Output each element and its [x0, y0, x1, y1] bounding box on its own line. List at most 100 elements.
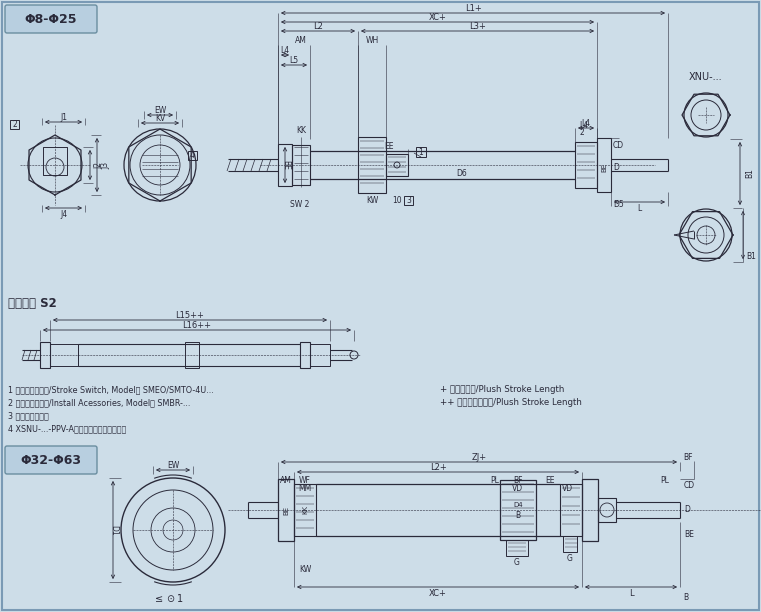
Text: BE: BE [684, 530, 694, 539]
Bar [597, 138, 611, 192]
Text: AM: AM [295, 36, 307, 45]
Text: 4: 4 [190, 151, 195, 160]
Text: D5: D5 [613, 200, 624, 209]
Text: BF: BF [683, 452, 693, 461]
Text: D: D [613, 163, 619, 171]
Text: B1: B1 [745, 168, 754, 179]
FancyBboxPatch shape [5, 446, 97, 474]
Text: D: D [684, 506, 690, 515]
Text: KV: KV [155, 113, 165, 122]
Text: EW: EW [154, 105, 166, 114]
Bar [300, 342, 310, 368]
Bar [278, 144, 292, 186]
Text: J1: J1 [60, 113, 67, 122]
Text: L2: L2 [313, 21, 323, 31]
Text: L5: L5 [289, 56, 298, 64]
Text: BF: BF [513, 476, 523, 485]
Text: VD: VD [562, 484, 574, 493]
Text: Φ32-Φ63: Φ32-Φ63 [21, 453, 81, 466]
Text: 4 XSNU-...-PPV-A型气缸终端缓冲调节螺钉: 4 XSNU-...-PPV-A型气缸终端缓冲调节螺钉 [8, 424, 126, 433]
Text: B: B [683, 593, 688, 602]
Text: BE: BE [283, 506, 289, 515]
Bar [500, 480, 536, 540]
Bar [575, 142, 597, 188]
Text: 3 钉形板手定位孔: 3 钉形板手定位孔 [8, 411, 49, 420]
Text: 1: 1 [419, 147, 423, 157]
Text: L: L [629, 589, 633, 597]
Text: L4: L4 [579, 121, 588, 130]
Text: L2+: L2+ [430, 463, 447, 471]
Text: 2: 2 [12, 120, 17, 129]
Text: L4: L4 [281, 45, 290, 54]
Text: BE: BE [281, 160, 290, 170]
Text: $\leq\odot1$: $\leq\odot1$ [154, 592, 185, 604]
Text: KK: KK [296, 126, 306, 135]
Bar [582, 479, 598, 541]
Text: ZJ+: ZJ+ [471, 452, 486, 461]
Text: PL: PL [491, 476, 499, 485]
Text: AM: AM [280, 476, 292, 485]
Bar [404, 196, 413, 205]
Text: B1: B1 [746, 252, 756, 261]
Text: L1+: L1+ [465, 4, 482, 12]
Text: SW 2: SW 2 [290, 200, 310, 209]
Text: KW: KW [299, 565, 311, 574]
Text: Φ8-Φ25: Φ8-Φ25 [25, 12, 78, 26]
Bar [358, 137, 386, 193]
Text: D1: D1 [109, 524, 118, 536]
Text: ++ 表示加两倍行程/Plush Stroke Length: ++ 表示加两倍行程/Plush Stroke Length [440, 398, 582, 407]
Text: CD: CD [613, 141, 624, 150]
Text: J4: J4 [60, 209, 67, 218]
Bar [598, 498, 616, 522]
Text: D6: D6 [457, 169, 467, 178]
Text: L16++: L16++ [183, 321, 212, 329]
Bar [10, 120, 19, 129]
Text: XC+: XC+ [429, 589, 447, 597]
Text: XNU-...: XNU-... [689, 72, 723, 82]
Text: L4: L4 [581, 119, 591, 127]
Bar [416, 147, 426, 157]
Text: 10: 10 [392, 196, 402, 205]
Bar [506, 540, 528, 556]
Bar [40, 342, 50, 368]
Text: G: G [567, 554, 573, 563]
Bar [188, 151, 197, 160]
Bar [185, 342, 199, 368]
Text: BE: BE [601, 162, 607, 171]
Text: MM: MM [298, 484, 311, 493]
Text: + 表示加行程/Plush Stroke Length: + 表示加行程/Plush Stroke Length [440, 385, 565, 394]
Text: EE: EE [545, 476, 555, 485]
Text: G: G [514, 558, 520, 567]
Text: D4: D4 [513, 502, 523, 508]
Text: 2: 2 [579, 128, 584, 137]
Text: L: L [638, 204, 642, 212]
Text: KK: KK [302, 506, 308, 515]
Text: 特殊设计 S2: 特殊设计 S2 [8, 297, 57, 310]
Bar [278, 479, 294, 541]
Bar [50, 344, 78, 366]
Text: L15++: L15++ [176, 310, 205, 319]
Text: WF: WF [299, 476, 311, 485]
Text: 1 行程开关，型号/Stroke Switch, Model； SMEO/SMTO-4U...: 1 行程开关，型号/Stroke Switch, Model； SMEO/SMT… [8, 385, 214, 394]
FancyBboxPatch shape [5, 5, 97, 33]
Text: J2: J2 [94, 162, 103, 168]
Text: J3: J3 [101, 162, 110, 168]
Text: CD: CD [684, 481, 695, 490]
Bar [292, 145, 310, 185]
Text: B: B [515, 510, 521, 520]
Text: EW: EW [167, 460, 179, 469]
Text: EE: EE [384, 142, 393, 151]
Text: 3: 3 [406, 196, 411, 205]
Bar [43, 147, 67, 175]
Bar [560, 484, 582, 536]
Text: VD: VD [512, 484, 524, 493]
Bar [386, 154, 408, 176]
Bar [294, 484, 316, 536]
Text: XC+: XC+ [428, 12, 447, 21]
Text: KW: KW [366, 196, 378, 205]
Bar [563, 536, 577, 552]
Bar [310, 344, 330, 366]
Text: WH: WH [365, 36, 379, 45]
Text: PL: PL [661, 476, 670, 485]
Text: L3+: L3+ [469, 21, 486, 31]
